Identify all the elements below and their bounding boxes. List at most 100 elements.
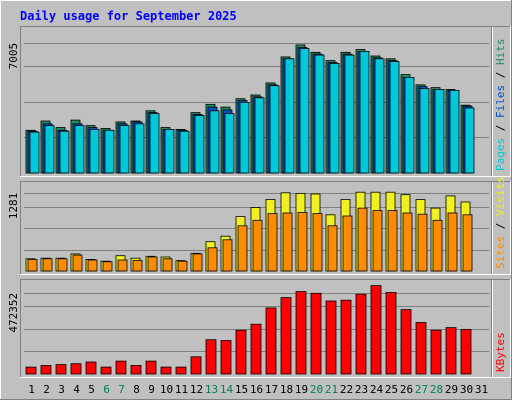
bar-kbytes-kbytes-day-20 <box>310 292 322 375</box>
bar-kbytes-kbytes-day-22 <box>340 299 352 375</box>
x-tick-label-15: 15 <box>235 383 248 396</box>
x-tick-label-5: 5 <box>88 383 95 396</box>
bar-kbytes-kbytes-day-12 <box>190 356 202 375</box>
x-tick-label-7: 7 <box>118 383 125 396</box>
bar-hits-pages-day-16 <box>254 97 265 174</box>
x-tick-label-19: 19 <box>295 383 308 396</box>
bar-visits-sites-day-14 <box>222 239 233 272</box>
bar-hits-pages-day-15 <box>239 102 250 174</box>
x-tick-label-24: 24 <box>370 383 384 396</box>
bar-visits-sites-day-5 <box>87 259 98 272</box>
x-tick-label-10: 10 <box>160 383 173 396</box>
bar-kbytes-kbytes-day-28 <box>430 329 442 375</box>
bar-kbytes-kbytes-day-21 <box>325 300 337 375</box>
bar-visits-sites-day-18 <box>282 212 293 272</box>
bar-kbytes-kbytes-day-3 <box>55 364 67 375</box>
bar-kbytes-kbytes-day-4 <box>70 363 82 375</box>
bar-kbytes-kbytes-day-27 <box>415 322 427 375</box>
bar-hits-pages-day-5 <box>89 128 100 174</box>
x-tick-label-17: 17 <box>265 383 278 396</box>
x-tick-label-16: 16 <box>250 383 263 396</box>
x-axis: 1 2 3 4 5 6 7 8 9 10 11 12 13 14 15 16 17 18 19 20 21 22 23 24 2… <box>28 383 488 396</box>
svg-text:Sites / Visits: Sites / Visits <box>494 176 507 269</box>
bar-visits-sites-day-15 <box>237 225 248 272</box>
bar-hits-pages-day-23 <box>359 51 370 174</box>
bar-hits-pages-day-13 <box>209 110 220 174</box>
x-tick-label-2: 2 <box>43 383 50 396</box>
bar-kbytes-kbytes-day-19 <box>295 291 307 375</box>
bar-visits-sites-day-25 <box>387 210 398 272</box>
chart-title: Daily usage for September 2025 <box>20 9 237 23</box>
bar-visits-sites-day-26 <box>402 212 413 272</box>
legend-visits: Visits <box>494 176 507 216</box>
x-tick-label-21: 21 <box>325 383 338 396</box>
bar-kbytes-kbytes-day-18 <box>280 297 292 375</box>
bar-kbytes-kbytes-day-8 <box>130 364 142 375</box>
bar-visits-sites-day-27 <box>417 213 428 272</box>
bar-hits-pages-day-19 <box>299 48 310 174</box>
legend-kbytes: KBytes <box>494 332 507 372</box>
bar-hits-pages-day-1 <box>29 131 40 174</box>
bar-kbytes-kbytes-day-14 <box>220 340 232 375</box>
x-tick-label-31: 31 <box>475 383 488 396</box>
bar-hits-pages-day-6 <box>104 129 115 174</box>
bar-visits-sites-day-13 <box>207 247 218 272</box>
bar-kbytes-kbytes-day-6 <box>100 366 112 375</box>
x-tick-label-8: 8 <box>133 383 140 396</box>
bar-hits-pages-day-21 <box>329 63 340 174</box>
x-tick-label-1: 1 <box>28 383 35 396</box>
bar-kbytes-kbytes-day-30 <box>460 328 472 375</box>
panel-hits-legend: Pages / Files / Hits <box>491 26 511 177</box>
legend-sites: Sites <box>494 236 507 269</box>
bar-kbytes-kbytes-day-16 <box>250 323 262 375</box>
panel-visits: 1281 Sites / Visits <box>7 176 511 275</box>
bar-hits-pages-day-8 <box>134 123 145 174</box>
x-tick-label-18: 18 <box>280 383 293 396</box>
bar-kbytes-kbytes-day-15 <box>235 329 247 375</box>
bar-visits-sites-day-2 <box>42 258 53 272</box>
x-tick-label-4: 4 <box>73 383 80 396</box>
panel-visits-legend: Sites / Visits <box>491 176 511 275</box>
bar-hits-pages-day-4 <box>74 125 85 174</box>
bar-hits-pages-day-12 <box>194 115 205 174</box>
x-tick-label-20: 20 <box>310 383 323 396</box>
panel-hits: 7005 Pages / Files / Hits <box>7 26 511 177</box>
x-tick-label-30: 30 <box>460 383 473 396</box>
x-tick-label-25: 25 <box>385 383 398 396</box>
bar-kbytes-kbytes-day-2 <box>40 364 52 375</box>
bar-kbytes-kbytes-day-29 <box>445 327 457 375</box>
bar-hits-pages-day-28 <box>434 89 445 174</box>
bar-hits-pages-day-27 <box>419 88 430 174</box>
bar-visits-sites-day-28 <box>432 219 443 272</box>
bar-hits-pages-day-17 <box>269 85 280 174</box>
bar-visits-sites-day-1 <box>27 258 38 272</box>
bar-visits-sites-day-29 <box>447 212 458 272</box>
x-tick-label-11: 11 <box>175 383 188 396</box>
panel-kbytes-axis-label: 472352 <box>7 293 20 333</box>
bar-visits-sites-day-16 <box>252 219 263 272</box>
bar-visits-sites-day-4 <box>72 254 83 272</box>
x-tick-label-9: 9 <box>148 383 155 396</box>
bar-visits-sites-day-7 <box>117 259 128 272</box>
bar-visits-sites-day-24 <box>372 210 383 272</box>
bar-hits-pages-day-3 <box>59 130 70 174</box>
bar-hits-pages-day-25 <box>389 61 400 174</box>
x-tick-label-22: 22 <box>340 383 353 396</box>
bar-hits-pages-day-29 <box>449 90 460 174</box>
x-tick-label-26: 26 <box>400 383 413 396</box>
svg-text:Pages / Files / Hits: Pages / Files / Hits <box>494 39 507 172</box>
legend-pages: Pages <box>494 138 507 171</box>
bar-kbytes-kbytes-day-17 <box>265 307 277 375</box>
bar-kbytes-kbytes-day-23 <box>355 293 367 375</box>
x-tick-label-28: 28 <box>430 383 443 396</box>
panel-hits-axis-label: 7005 <box>7 43 20 70</box>
bar-visits-sites-day-22 <box>342 215 353 272</box>
x-tick-label-13: 13 <box>205 383 218 396</box>
bar-hits-pages-day-10 <box>164 128 175 174</box>
bar-hits-pages-day-26 <box>404 77 415 174</box>
panel-kbytes-legend: KBytes <box>491 279 511 378</box>
bar-visits-sites-day-9 <box>147 256 158 272</box>
bar-hits-pages-day-20 <box>314 54 325 174</box>
bar-kbytes-kbytes-day-7 <box>115 360 127 375</box>
